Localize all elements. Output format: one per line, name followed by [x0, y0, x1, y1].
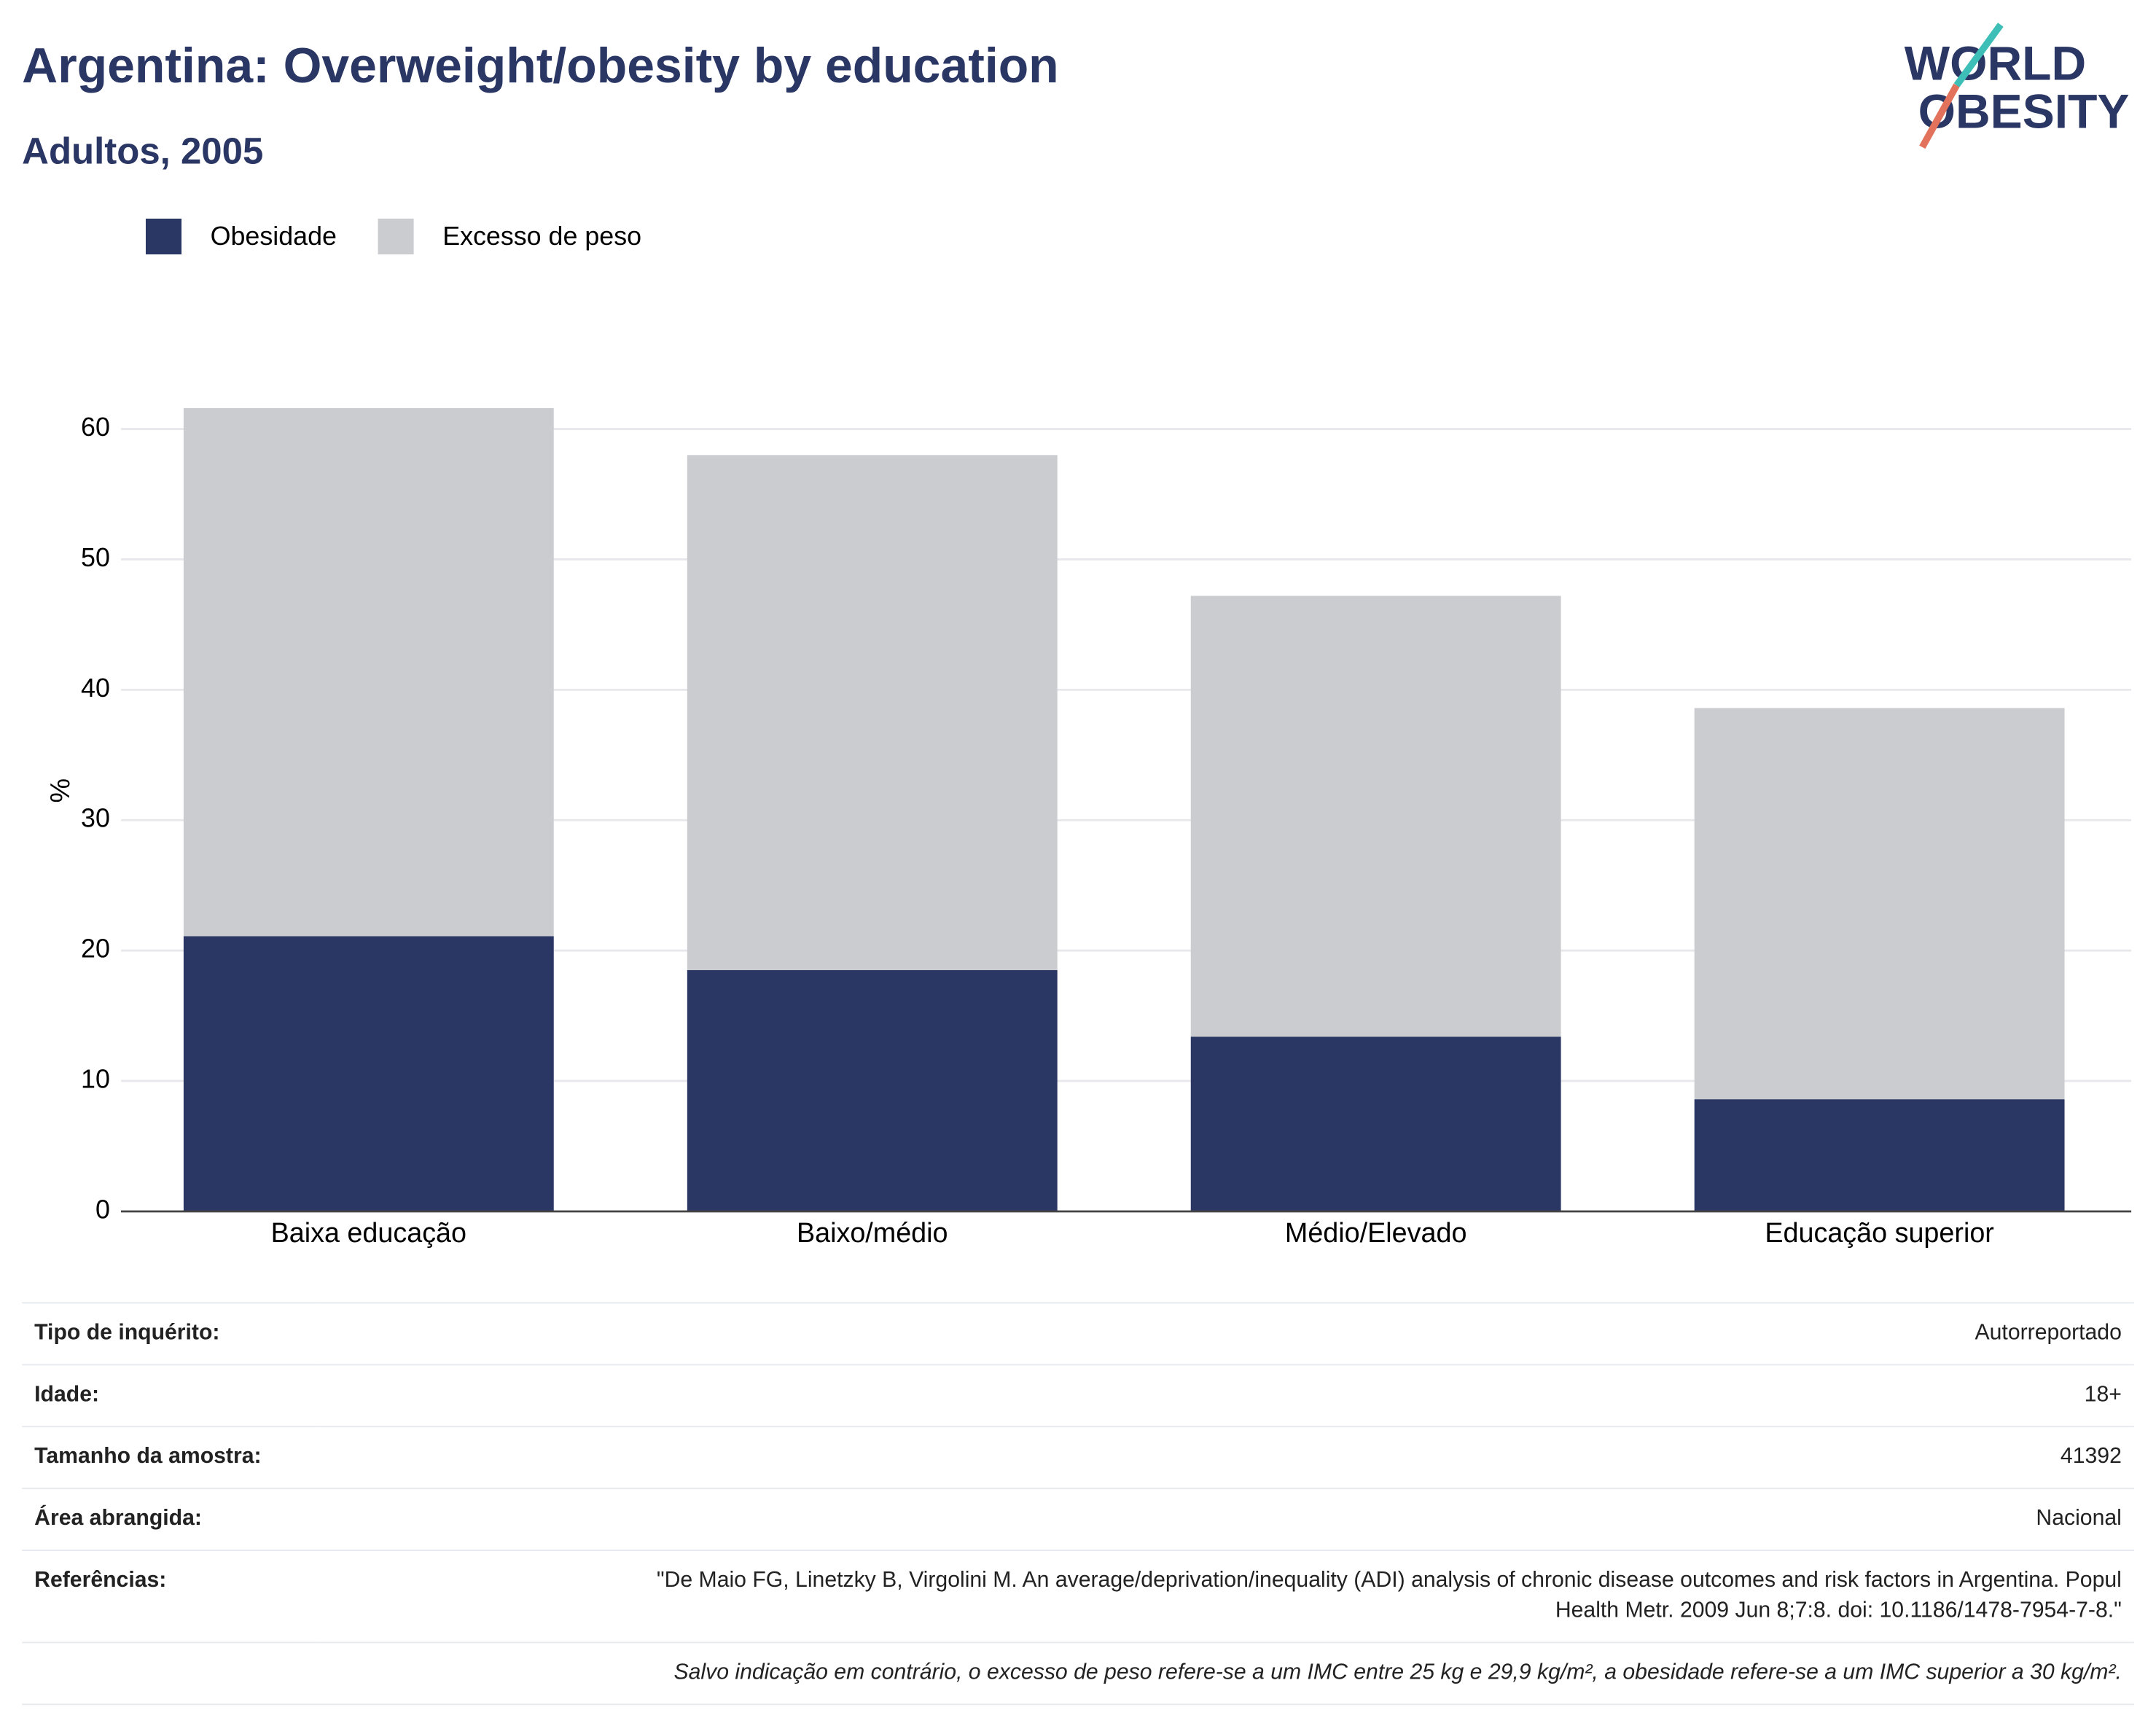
x-tick-label: Baixo/médio — [797, 1217, 948, 1248]
y-tick-label: 10 — [81, 1065, 110, 1094]
row-value: Autorreportado — [316, 1302, 2134, 1365]
row-label: Idade: — [22, 1364, 317, 1427]
table-row: Área abrangida: Nacional — [22, 1488, 2134, 1551]
bar-segment — [183, 936, 554, 1212]
table-row: Referências: "De Maio FG, Linetzky B, Vir… — [22, 1550, 2134, 1643]
bar-segment — [183, 407, 554, 937]
y-axis-label: % — [44, 778, 75, 803]
logo-stripe — [1953, 23, 2004, 87]
chart: Argentina: Overweight/obesity by educati… — [22, 23, 2132, 1248]
table-row: Tipo de inquérito: Autorreportado — [22, 1302, 2134, 1365]
bar-segment — [1190, 1036, 1561, 1212]
table-row: Tamanho da amostra: 41392 — [22, 1426, 2134, 1489]
bar-segment — [1694, 708, 2065, 1100]
chart-title: Argentina: Overweight/obesity by educati… — [22, 39, 1058, 93]
y-tick-label: 60 — [81, 413, 110, 442]
table-row: Idade: 18+ — [22, 1364, 2134, 1427]
row-value: "De Maio FG, Linetzky B, Virgolini M. An… — [316, 1550, 2134, 1643]
y-tick-label: 40 — [81, 673, 110, 703]
bar-segment — [1190, 595, 1561, 1037]
bar-segment — [687, 970, 1058, 1212]
row-value: 41392 — [316, 1426, 2134, 1489]
logo-text: WORLD — [1905, 36, 2086, 90]
x-tick-label: Educação superior — [1765, 1217, 1994, 1248]
note: Salvo indicação em contrário, o excesso … — [22, 1641, 2134, 1706]
bar-segment — [1694, 1099, 2065, 1212]
legend-swatch — [145, 218, 182, 255]
info-table: Tipo de inquérito: Autorreportado Idade: 18… — [22, 1302, 2134, 1706]
chart-subtitle: Adultos, 2005 — [22, 130, 263, 171]
logo-stripe — [1919, 83, 1960, 149]
legend-swatch — [378, 218, 414, 255]
legend-label: Obesidade — [211, 222, 337, 251]
y-tick-label: 0 — [95, 1195, 110, 1224]
row-label: Tamanho da amostra: — [22, 1426, 317, 1489]
row-value: 18+ — [316, 1364, 2134, 1427]
row-label: Área abrangida: — [22, 1488, 317, 1551]
table-row: Salvo indicação em contrário, o excesso … — [22, 1641, 2134, 1706]
y-tick-label: 50 — [81, 543, 110, 572]
row-label: Tipo de inquérito: — [22, 1302, 317, 1365]
bar-segment — [687, 455, 1058, 971]
y-tick-label: 20 — [81, 934, 110, 964]
row-label: Referências: — [22, 1550, 317, 1643]
x-tick-label: Médio/Elevado — [1285, 1217, 1467, 1248]
y-tick-label: 30 — [81, 804, 110, 833]
legend-label: Excesso de peso — [442, 222, 641, 251]
x-tick-label: Baixa educação — [271, 1217, 466, 1248]
row-value: Nacional — [316, 1488, 2134, 1551]
